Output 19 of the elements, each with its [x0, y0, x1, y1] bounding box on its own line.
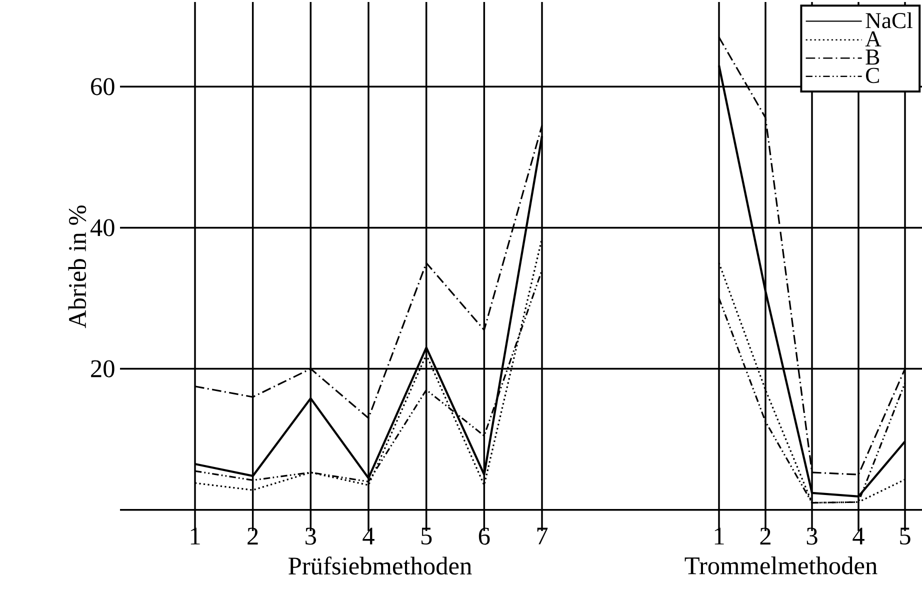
x-tick-label: 6: [478, 528, 490, 545]
x-tick-label: 2: [248, 528, 258, 544]
legend-label: A: [865, 31, 882, 46]
legend-label: B: [866, 50, 880, 65]
y-axis-title: Abrieb in %: [68, 205, 86, 328]
y-tick-label: 60: [91, 78, 114, 96]
x-tick-label: 5: [900, 528, 910, 545]
x-tick-label: 3: [306, 528, 316, 545]
x-tick-label: 2: [760, 528, 770, 544]
legend-label: C: [866, 68, 879, 84]
x-tick-label: 4: [852, 528, 864, 544]
x-tick-label: 4: [362, 528, 374, 544]
x-tick-label: 3: [806, 528, 818, 545]
y-tick-label: 20: [91, 360, 114, 378]
y-tick-label: 40: [90, 219, 114, 236]
x-tick-label: 7: [537, 528, 548, 544]
legend-label: NaCl: [866, 12, 912, 28]
x-axis-title: Trommelmethoden: [684, 556, 878, 574]
x-axis-title: Prüfsiebmethoden: [288, 556, 472, 575]
